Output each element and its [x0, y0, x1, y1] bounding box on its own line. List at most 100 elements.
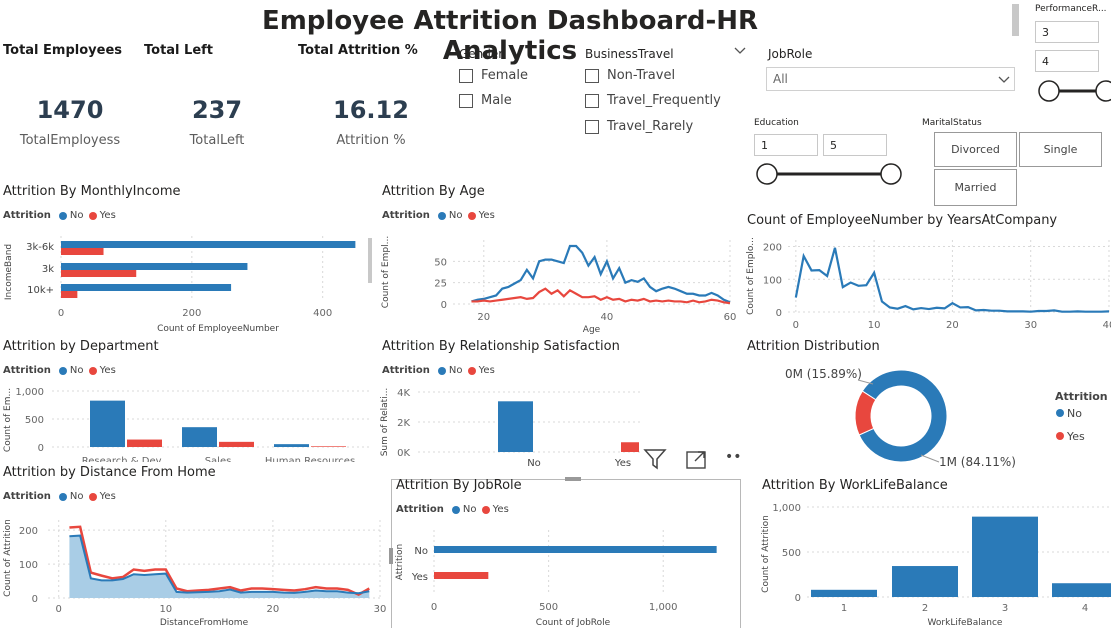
jobrole-slicer-title: JobRole: [768, 47, 813, 61]
y-tick-label: 200: [19, 526, 38, 537]
legend-yes-marker: [1056, 432, 1064, 440]
leader-line: [857, 379, 874, 385]
bar-yes: [61, 248, 104, 255]
legend-yes-label: Yes: [1066, 430, 1085, 443]
checkbox-frequently[interactable]: [585, 93, 599, 108]
bar-no: [182, 427, 217, 447]
marital-slicer-title: MaritalStatus: [922, 118, 982, 128]
x-axis-title: Age: [583, 325, 601, 335]
marital-option-single[interactable]: Single: [1019, 132, 1102, 167]
chart-title-age: Attrition By Age: [382, 184, 485, 199]
checkbox-rarely[interactable]: [585, 119, 599, 134]
x-tick-label: 500: [539, 602, 558, 613]
chevron-down-icon[interactable]: [733, 46, 747, 56]
bar-no: [61, 241, 356, 248]
x-axis-title: Count of JobRole: [536, 618, 611, 628]
scrollbar-thumb[interactable]: [1012, 4, 1019, 36]
x-tick-label: 0: [58, 308, 64, 319]
jobrole-dropdown-value: All: [773, 72, 788, 86]
legend-no-marker: [58, 492, 67, 501]
legend-no-marker: [451, 505, 460, 514]
jobrole-dropdown[interactable]: All: [766, 67, 1015, 91]
y-axis-title: Attrition: [395, 544, 405, 581]
x-tick-label: No: [527, 458, 541, 469]
bar-no: [498, 401, 533, 452]
chevron-down-icon: [998, 76, 1010, 83]
x-tick-label: 40: [1103, 320, 1111, 331]
x-tick-label: 10: [159, 604, 172, 615]
chart-years[interactable]: 0 100 200 0 10 20 30 40 Count of Emplo...: [743, 228, 1111, 340]
checkbox-non-travel[interactable]: [585, 68, 599, 83]
chart-title-relsat: Attrition By Relationship Satisfaction: [382, 339, 620, 354]
x-tick-label: 30: [1024, 320, 1037, 331]
legend-no-marker: [1056, 409, 1064, 417]
y-tick-label: 500: [25, 415, 44, 426]
donut-slice-no: [858, 369, 948, 463]
bar: [1052, 583, 1111, 597]
more-options-icon[interactable]: ••: [725, 449, 742, 465]
education-slicer-title: Education: [754, 118, 799, 128]
marital-option-divorced[interactable]: Divorced: [934, 132, 1017, 167]
chart-title-income: Attrition By MonthlyIncome: [3, 184, 181, 199]
chart-distance[interactable]: 0 100 200 0 10 20 30 DistanceFromHome Count of A…: [0, 508, 390, 628]
education-min-input[interactable]: 1: [754, 134, 818, 156]
performance-min-input[interactable]: 3: [1035, 21, 1099, 43]
bar-yes: [311, 446, 346, 447]
x-tick-label: 20: [946, 320, 959, 331]
bar: [972, 516, 1038, 597]
travel-option-non-travel[interactable]: Non-Travel: [585, 68, 675, 83]
chart-dept[interactable]: 0 500 1,000 Research & Dev... Sales Human Res…: [0, 380, 378, 462]
checkbox-male[interactable]: [459, 93, 473, 108]
legend-yes-marker: [467, 211, 476, 220]
chart-title-dept: Attrition by Department: [3, 339, 159, 354]
y-tick-label: 0: [776, 308, 782, 319]
x-tick-label: 0: [431, 602, 437, 613]
y-tick-label: 200: [763, 243, 782, 254]
series-line-no: [69, 534, 370, 595]
chart-title-distance: Attrition by Distance From Home: [3, 465, 216, 480]
focus-mode-icon[interactable]: [685, 449, 709, 471]
x-axis-title: WorkLifeBalance: [928, 618, 1003, 628]
gender-slicer-title: Gender: [459, 47, 504, 61]
education-max-input[interactable]: 5: [823, 134, 887, 156]
legend-title: Attrition: [382, 210, 430, 221]
travel-option-rarely[interactable]: Travel_Rarely: [585, 119, 693, 134]
performance-slicer-title: PerformanceR...: [1035, 4, 1107, 14]
chart-dist[interactable]: 0M (15.89%) 1M (84.11%) Attrition No Yes: [743, 358, 1111, 473]
chart-title-wlb: Attrition By WorkLifeBalance: [762, 478, 948, 493]
resize-handle-left[interactable]: [389, 548, 393, 564]
legend-yes-label: Yes: [478, 365, 495, 376]
y-tick-label: 0: [38, 443, 44, 454]
gender-option-label: Female: [481, 68, 529, 83]
performance-range-slider[interactable]: [1036, 78, 1111, 104]
checkbox-female[interactable]: [459, 68, 473, 83]
y-tick-label: No: [414, 546, 428, 557]
education-range-slider[interactable]: [754, 161, 906, 187]
chart-relsat[interactable]: 0K 2K 4K No Yes Sum of Relati...: [378, 380, 643, 470]
y-tick-label: 0: [795, 593, 801, 604]
y-tick-label: 100: [19, 560, 38, 571]
chart-age[interactable]: 0 25 50 20 40 60 Age Count of Empl...: [378, 228, 743, 338]
chart-jobrole[interactable]: 0 500 1,000 No Yes Count of JobRole Attrition: [392, 520, 740, 628]
kpi-value-total-employees: 1470: [36, 96, 104, 124]
legend-yes-marker: [88, 492, 97, 501]
gender-option-female[interactable]: Female: [459, 68, 528, 83]
performance-max-input[interactable]: 4: [1035, 50, 1099, 72]
legend-no-marker: [58, 366, 67, 375]
x-tick-label: 10: [868, 320, 881, 331]
resize-handle-top[interactable]: [565, 477, 581, 481]
filter-icon[interactable]: [643, 448, 667, 470]
gender-option-male[interactable]: Male: [459, 93, 512, 108]
bar: [811, 589, 877, 597]
chart-income[interactable]: 0 200 400 3k-6k 3k 10k+ Count of EmployeeNumbe…: [0, 228, 378, 338]
chart-wlb[interactable]: 0 500 1,000 1 2 3 4 WorkLifeBalance Count of Att…: [755, 494, 1111, 628]
legend-yes-marker: [467, 366, 476, 375]
legend-no-label: No: [69, 491, 84, 502]
x-tick-label: 200: [182, 308, 201, 319]
chart-title-dist: Attrition Distribution: [747, 339, 880, 354]
travel-option-frequently[interactable]: Travel_Frequently: [585, 93, 721, 108]
data-label-yes: 0M (15.89%): [785, 367, 862, 381]
legend-title: Attrition: [3, 491, 51, 502]
marital-option-married[interactable]: Married: [934, 169, 1017, 206]
x-tick-label: 0: [793, 320, 799, 331]
